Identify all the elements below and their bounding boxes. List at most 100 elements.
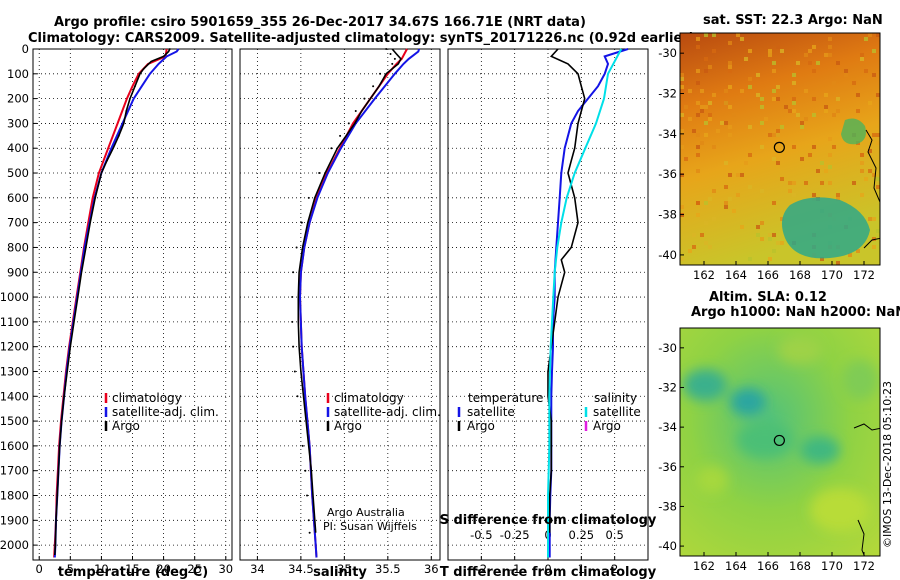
sst-texture-cell [728, 61, 732, 65]
sst-texture-cell [696, 177, 700, 181]
map-y-tick-label: -38 [658, 499, 677, 513]
sst-texture-cell [684, 105, 688, 109]
x-tick-label: 0 [36, 562, 43, 576]
sst-texture-cell [812, 97, 816, 101]
temperature-xlabel: temperature (deg C) [58, 565, 208, 580]
sst-texture-cell [712, 145, 716, 149]
sst-texture-cell [704, 221, 708, 225]
map-x-tick-label: 170 [821, 268, 843, 282]
sst-texture-cell [820, 257, 824, 261]
x-tick-label: 34.5 [288, 562, 314, 576]
map-y-tick-label: -40 [658, 539, 677, 553]
sst-texture-cell [792, 193, 796, 197]
sst-texture-cell [864, 37, 868, 41]
top-x-tick-label: 0.25 [569, 528, 595, 542]
y-tick-label: 1600 [0, 439, 29, 453]
x-tick-label: 15 [125, 562, 140, 576]
sst-texture-cell [772, 97, 776, 101]
sst-texture-cell [864, 177, 868, 181]
sst-texture-cell [820, 161, 824, 165]
argo-temperature-point [76, 296, 79, 298]
sst-texture-cell [804, 181, 808, 185]
sst-texture-cell [828, 181, 832, 185]
sst-texture-cell [700, 233, 704, 237]
y-tick-label: 500 [7, 166, 29, 180]
sst-texture-cell [776, 241, 780, 245]
argo-salinity-point [391, 62, 394, 65]
sst-texture-cell [828, 37, 832, 41]
series-line-climatology [53, 48, 168, 558]
sst-texture-cell [696, 145, 700, 149]
sst-texture-cell [704, 33, 708, 37]
sst-texture-cell [680, 85, 684, 89]
map-y-tick-label: -38 [658, 208, 677, 222]
sst-texture-cell [876, 185, 880, 189]
sst-texture-cell [860, 153, 864, 157]
sst-texture-cell [860, 169, 864, 173]
argo-salinity-point [354, 110, 357, 113]
sst-texture-cell [700, 109, 704, 113]
sst-texture-cell [860, 53, 864, 57]
sst-texture-cell [836, 197, 840, 201]
credit-line-1: Argo Australia [327, 506, 405, 519]
argo-temperature-point [58, 444, 61, 447]
sst-texture-cell [700, 105, 704, 109]
y-tick-label: 1100 [0, 315, 29, 329]
sst-texture-cell [860, 57, 864, 61]
sst-texture-cell [872, 133, 876, 137]
sst-texture-cell [792, 81, 796, 85]
legend-label: Argo [467, 419, 495, 433]
sst-texture-cell [824, 93, 828, 97]
sst-texture-cell [768, 49, 772, 53]
sst-texture-cell [692, 233, 696, 237]
sst-texture-cell [716, 129, 720, 133]
sst-texture-cell [864, 69, 868, 73]
sst-texture-cell [780, 49, 784, 53]
sst-texture-cell [828, 165, 832, 169]
sst-texture-cell [772, 249, 776, 253]
map-x-tick-label: 164 [725, 268, 747, 282]
sst-texture-cell [728, 69, 732, 73]
argo-salinity-point [330, 147, 333, 150]
sst-texture-cell [780, 125, 784, 129]
sst-texture-cell [680, 145, 684, 149]
sst-texture-cell [704, 105, 708, 109]
sst-texture-cell [812, 193, 816, 197]
map-x-tick-label: 166 [757, 559, 779, 573]
argo-salinity-point [307, 519, 310, 522]
x-tick-label: 20 [156, 562, 171, 576]
sst-texture-cell [836, 109, 840, 113]
sst-texture-cell [760, 145, 764, 149]
map-y-tick-label: -32 [658, 87, 677, 101]
sst-texture-cell [856, 109, 860, 113]
sla-heatmap [680, 328, 880, 556]
sst-texture-cell [736, 173, 740, 177]
x-tick-label: -2 [476, 562, 487, 576]
sst-texture-cell [708, 65, 712, 69]
sst-texture-cell [836, 193, 840, 197]
sst-texture-cell [872, 73, 876, 77]
sst-texture-cell [760, 121, 764, 125]
y-tick-label: 1500 [0, 414, 29, 428]
y-tick-label: 700 [7, 216, 29, 230]
top-x-tick-label: -0.5 [470, 528, 492, 542]
argo-salinity-point [363, 97, 366, 100]
sst-texture-cell [756, 93, 760, 97]
sst-texture-cell [700, 89, 704, 93]
argo-salinity-point [389, 52, 392, 55]
y-tick-label: 1800 [0, 489, 29, 503]
sst-heatmap [680, 33, 880, 265]
series-line-t-argo [547, 48, 586, 533]
argo-salinity-point [385, 48, 388, 50]
sst-texture-cell [792, 181, 796, 185]
sst-texture-cell [756, 233, 760, 237]
sst-texture-cell [688, 89, 692, 93]
top-x-tick-label: 0.5 [606, 528, 624, 542]
sst-texture-cell [728, 125, 732, 129]
sla-map-panel: Altim. SLA: 0.12 Argo h1000: NaN h2000: … [658, 290, 900, 573]
sst-texture-cell [820, 181, 824, 185]
sst-texture-cell [808, 49, 812, 53]
sst-texture-cell [768, 233, 772, 237]
sst-texture-cell [680, 73, 684, 77]
argo-salinity-point [301, 444, 304, 447]
